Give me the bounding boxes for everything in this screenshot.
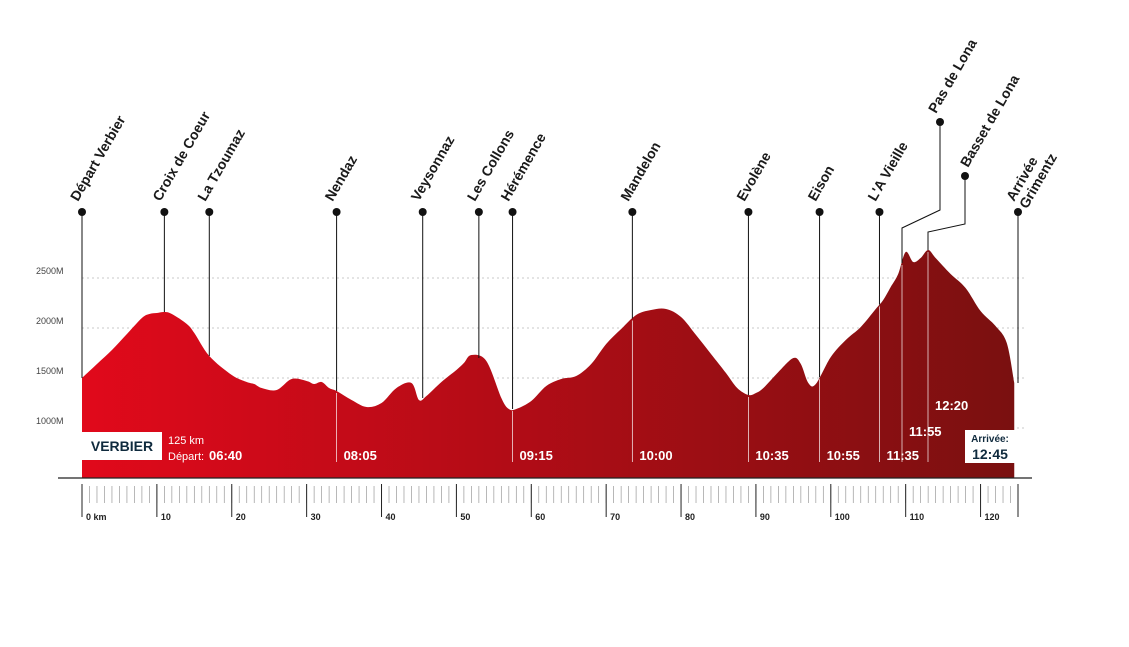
waypoint-label: L'A Vieille xyxy=(864,139,911,204)
waypoint-time: 09:15 xyxy=(520,448,553,463)
x-tick-label: 50 xyxy=(460,512,470,522)
x-tick-label: 10 xyxy=(161,512,171,522)
waypoint-label: ArrivéeGrimentz xyxy=(1003,143,1060,211)
waypoint: Les Collons xyxy=(464,127,517,358)
x-tick-label: 80 xyxy=(685,512,695,522)
finish-time: 12:45 xyxy=(972,446,1008,462)
waypoint-time: 12:20 xyxy=(935,398,968,413)
x-tick-label: 40 xyxy=(386,512,396,522)
waypoint-label: Basset de Lona xyxy=(957,72,1023,170)
waypoint-label: Veysonnaz xyxy=(407,133,457,204)
waypoint-leader xyxy=(901,122,941,263)
x-axis: 0 km 10 20 30 40 50 60 70 80 90 100 110 120 xyxy=(58,477,1032,522)
y-tick-label: 2000M xyxy=(36,316,64,326)
info-boxes: VERBIER 125 km Départ: 06:40 Arrivée:12:45 xyxy=(82,430,1015,463)
y-axis-labels: 1000M 1500M 2000M 2500M xyxy=(36,266,64,426)
start-depart-time: 06:40 xyxy=(209,448,242,463)
waypoint-label: Eison xyxy=(804,162,837,203)
y-tick-label: 1000M xyxy=(36,416,64,426)
start-box-bg xyxy=(82,432,162,460)
waypoint-label: Evolène xyxy=(733,149,774,204)
x-tick-label: 30 xyxy=(311,512,321,522)
finish-box: Arrivée:12:45 xyxy=(965,430,1015,463)
waypoint-leader xyxy=(927,176,966,250)
start-town: VERBIER xyxy=(91,438,153,454)
waypoint: Croix de Coeur xyxy=(149,108,213,312)
waypoint-label: Nendaz xyxy=(321,152,360,203)
finish-label: Arrivée: xyxy=(971,434,1009,445)
y-tick-label: 1500M xyxy=(36,366,64,376)
finish-box-bg xyxy=(965,430,1015,463)
x-tick-label: 70 xyxy=(610,512,620,522)
x-tick-label: 0 km xyxy=(86,512,107,522)
start-distance: 125 km xyxy=(168,435,204,447)
x-tick-label: 110 xyxy=(910,512,925,522)
waypoint-time: 11:35 xyxy=(886,448,919,463)
y-tick-label: 2500M xyxy=(36,266,64,276)
x-tick-label: 120 xyxy=(985,512,1000,522)
waypoint-time: 11:55 xyxy=(909,424,942,439)
waypoint-label: Mandelon xyxy=(617,139,664,204)
elevation-area xyxy=(82,250,1015,478)
start-box: VERBIER 125 km Départ: 06:40 xyxy=(82,432,242,463)
waypoint: Départ Verbier xyxy=(67,112,129,378)
waypoint-label: La Tzoumaz xyxy=(194,126,248,203)
waypoint-time: 10:55 xyxy=(827,448,860,463)
x-tick-label: 90 xyxy=(760,512,770,522)
waypoint-label: Pas de Lona xyxy=(925,36,980,116)
x-tick-label: 60 xyxy=(535,512,545,522)
waypoint: Veysonnaz xyxy=(407,133,457,398)
start-depart-label: Départ: xyxy=(168,451,204,463)
waypoint-time: 10:00 xyxy=(639,448,672,463)
x-tick-label: 100 xyxy=(835,512,850,522)
waypoint-time: 08:05 xyxy=(344,448,377,463)
waypoint-label: Départ Verbier xyxy=(67,112,129,203)
waypoint: La Tzoumaz xyxy=(194,126,248,356)
waypoint: ArrivéeGrimentz xyxy=(1003,143,1060,383)
x-tick-label: 20 xyxy=(236,512,246,522)
waypoint-time: 10:35 xyxy=(755,448,788,463)
